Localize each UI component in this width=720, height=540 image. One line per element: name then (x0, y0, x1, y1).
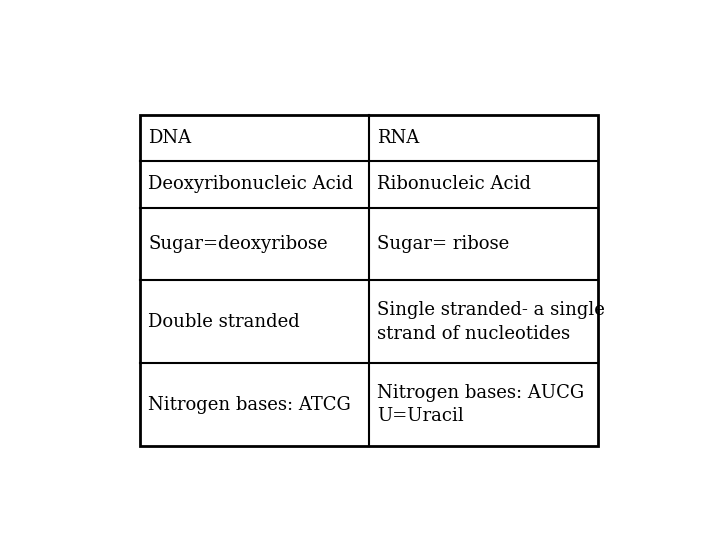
Text: RNA: RNA (377, 129, 419, 147)
Text: Ribonucleic Acid: Ribonucleic Acid (377, 176, 531, 193)
Text: Sugar=deoxyribose: Sugar=deoxyribose (148, 235, 328, 253)
Text: DNA: DNA (148, 129, 192, 147)
Text: Nitrogen bases: ATCG: Nitrogen bases: ATCG (148, 396, 351, 414)
Text: Deoxyribonucleic Acid: Deoxyribonucleic Acid (148, 176, 354, 193)
Text: Double stranded: Double stranded (148, 313, 300, 331)
Text: Single stranded- a single
strand of nucleotides: Single stranded- a single strand of nucl… (377, 301, 605, 342)
Bar (140, 115, 598, 446)
Text: Nitrogen bases: AUCG
U=Uracil: Nitrogen bases: AUCG U=Uracil (377, 384, 584, 426)
Text: Sugar= ribose: Sugar= ribose (377, 235, 509, 253)
